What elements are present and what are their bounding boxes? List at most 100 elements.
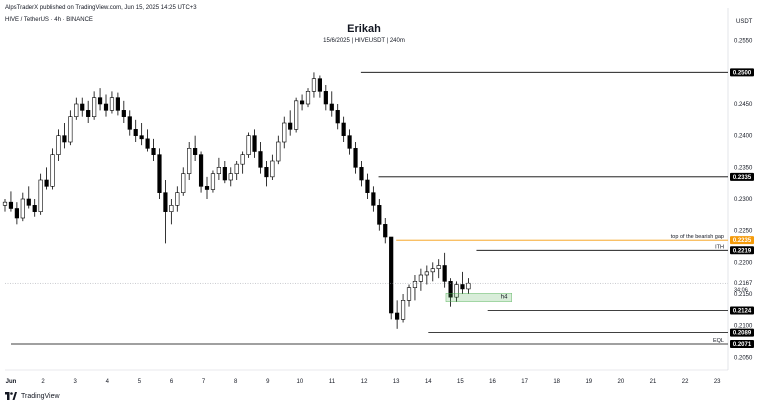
bearish-candle[interactable] [389,236,394,314]
bullish-candle[interactable] [50,154,55,187]
level-price-label: 0.2089 [733,331,752,337]
x-tick-label: 19 [585,379,592,385]
level-price-label: 0.2124 [733,308,752,314]
bearish-candle[interactable] [198,154,204,187]
bearish-candle[interactable] [353,148,358,168]
bearish-candle[interactable] [460,284,465,290]
x-tick-label: 4 [106,379,110,385]
bearish-candle[interactable] [204,186,210,190]
bullish-candle[interactable] [436,265,441,269]
bullish-candle[interactable] [68,116,73,143]
bullish-candle[interactable] [2,201,8,206]
bullish-candle[interactable] [282,122,287,143]
bearish-candle[interactable] [121,110,126,117]
bullish-candle[interactable] [276,141,281,162]
bearish-candle[interactable] [377,205,382,225]
bearish-candle[interactable] [115,97,120,111]
bullish-candle[interactable] [92,97,97,117]
bullish-candle[interactable] [175,192,180,206]
footer-brand[interactable]: TradingView [21,392,60,400]
bullish-candle[interactable] [246,135,251,155]
bearish-candle[interactable] [32,205,37,212]
bullish-candle[interactable] [240,154,245,165]
bearish-candle[interactable] [163,192,168,212]
bearish-candle[interactable] [133,129,138,136]
bullish-candle[interactable] [400,300,406,320]
x-tick-label: Jun [6,379,17,385]
bearish-candle[interactable] [193,148,198,155]
bullish-candle[interactable] [311,78,317,92]
bullish-candle[interactable] [169,205,174,212]
bullish-candle[interactable] [466,282,471,290]
bearish-candle[interactable] [8,201,14,209]
bullish-candle[interactable] [294,100,299,130]
y-tick-label: 0.2450 [734,102,753,108]
bullish-candle[interactable] [228,173,233,181]
x-tick-label: 20 [618,379,625,385]
bearish-candle[interactable] [252,135,257,152]
y-tick-label: 0.2400 [734,134,753,140]
level-note: top of the bearish gap [671,234,724,240]
bullish-candle[interactable] [424,271,429,276]
bearish-candle[interactable] [448,281,453,298]
bearish-candle[interactable] [365,179,370,193]
level-price-tag [730,172,754,181]
bearish-candle[interactable] [264,167,269,178]
bearish-candle[interactable] [347,135,352,149]
bearish-candle[interactable] [341,122,346,136]
bullish-candle[interactable] [38,179,43,212]
bullish-candle[interactable] [454,284,459,298]
bearish-candle[interactable] [139,135,144,140]
bearish-candle[interactable] [80,103,85,111]
bearish-candle[interactable] [371,192,376,206]
bearish-candle[interactable] [103,103,109,111]
bearish-candle[interactable] [395,312,400,320]
chart-subtitle: 15/6/2025 | HIVEUSDT | 240m [323,38,405,44]
bullish-candle[interactable] [412,281,418,288]
bearish-candle[interactable] [14,208,19,219]
bullish-candle[interactable] [20,198,25,219]
bearish-candle[interactable] [383,224,388,238]
bearish-candle[interactable] [323,91,328,105]
bearish-candle[interactable] [26,198,31,206]
bearish-candle[interactable] [145,138,150,149]
bullish-candle[interactable] [181,173,186,193]
bearish-candle[interactable] [151,148,156,155]
bearish-candle[interactable] [329,103,334,111]
bearish-candle[interactable] [258,151,263,168]
bullish-candle[interactable] [418,274,423,282]
bearish-candle[interactable] [127,116,132,130]
bullish-candle[interactable] [430,268,435,273]
y-tick-label: 0.2050 [734,355,753,361]
symbol-legend[interactable]: HIVE / TetherUS · 4h · BINANCE [5,17,93,23]
bearish-candle[interactable] [157,154,162,193]
candlestick-chart[interactable]: 0.2050 0.2100 0.2150 0.2200 0.2250 0.2300 0.23… [0,0,768,390]
bullish-candle[interactable] [216,167,221,174]
bullish-candle[interactable] [210,173,216,190]
bearish-candle[interactable] [359,167,364,181]
bearish-candle[interactable] [335,110,340,124]
bullish-candle[interactable] [109,97,115,111]
h4-zone[interactable] [445,293,512,302]
bearish-candle[interactable] [222,167,227,181]
bullish-candle[interactable] [56,135,61,155]
bearish-candle[interactable] [86,110,91,117]
bullish-candle[interactable] [270,160,275,178]
y-tick-label: 0.2350 [734,165,753,171]
tradingview-logo-icon [5,392,17,400]
level-price-label: 0.2219 [733,248,752,254]
x-tick-label: 3 [74,379,78,385]
bullish-candle[interactable] [74,103,79,117]
bullish-candle[interactable] [406,287,412,301]
bearish-candle[interactable] [317,78,322,92]
bearish-candle[interactable] [62,135,67,143]
bearish-candle[interactable] [44,179,49,187]
bullish-candle[interactable] [187,148,192,174]
bearish-candle[interactable] [97,97,103,105]
bearish-candle[interactable] [442,265,447,282]
bullish-candle[interactable] [305,91,311,105]
x-tick-label: 22 [682,379,689,385]
bearish-candle[interactable] [299,100,305,105]
bullish-candle[interactable] [234,163,239,174]
bearish-candle[interactable] [288,122,293,130]
